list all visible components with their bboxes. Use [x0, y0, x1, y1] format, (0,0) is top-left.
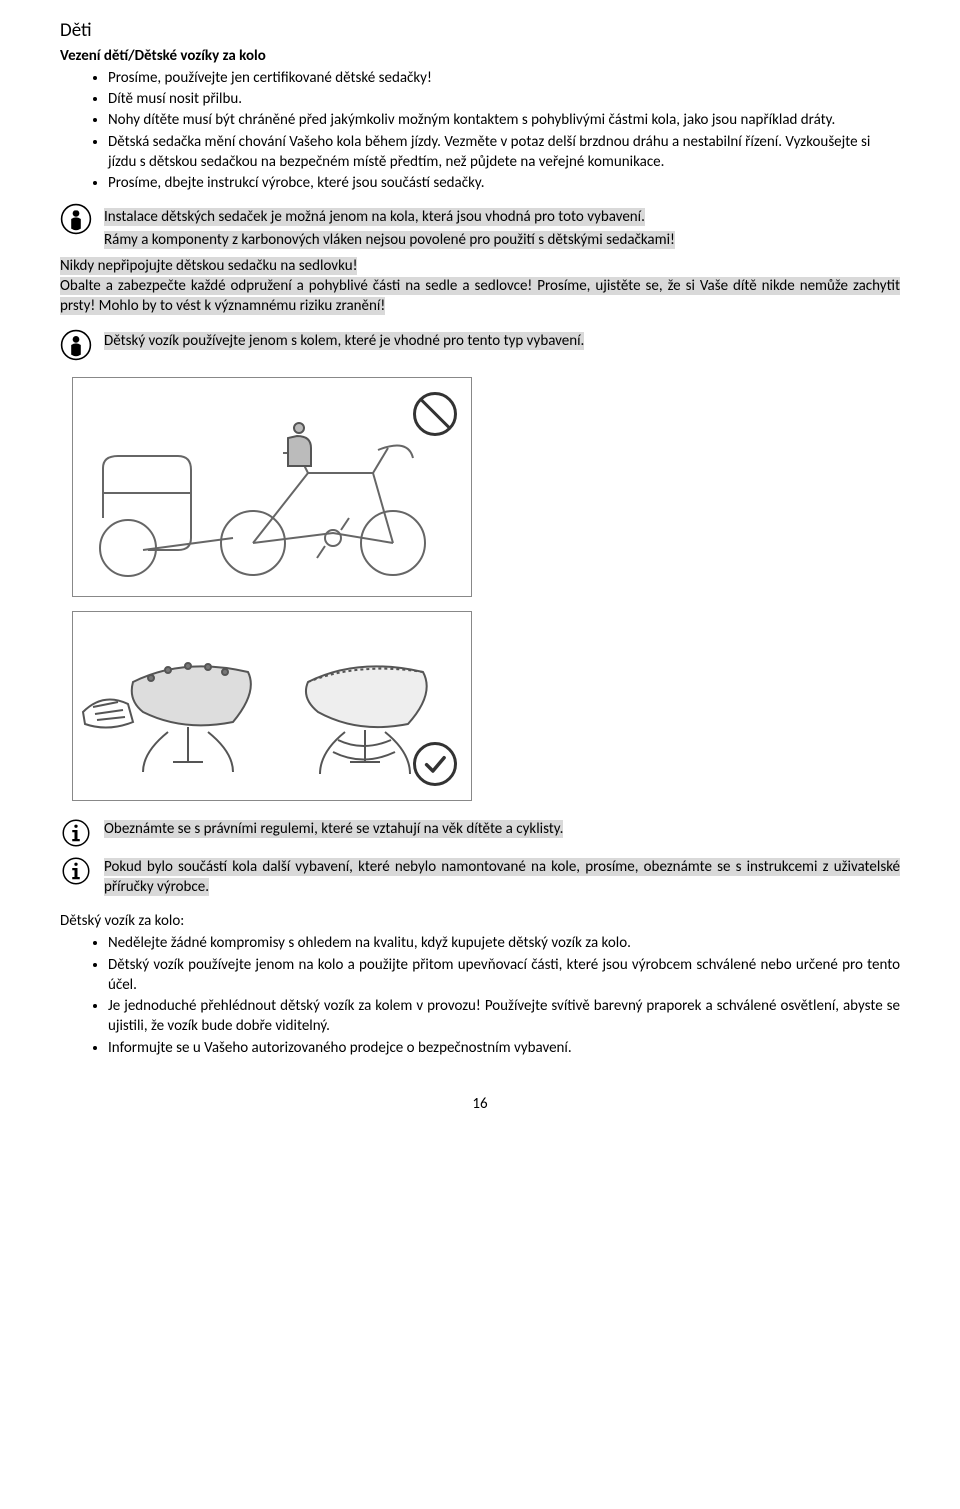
list-item: Prosíme, dbejte instrukcí výrobce, které…	[108, 173, 900, 193]
prohibited-icon	[413, 392, 457, 436]
warning-icon	[60, 329, 92, 361]
warning-tail: Nikdy nepřipojujte dětskou sedačku na se…	[60, 256, 900, 317]
warning-block-2: Dětský vozík používejte jenom s kolem, k…	[60, 329, 900, 361]
info-block-1: Obeznámte se s právními regulemi, které …	[60, 817, 900, 849]
bullet-list-top: Prosíme, používejte jen certifikované dě…	[60, 68, 900, 194]
list-item: Nedělejte žádné kompromisy s ohledem na …	[108, 933, 900, 953]
list-item: Je jednoduché přehlédnout dětský vozík z…	[108, 996, 900, 1037]
warning-line: Rámy a komponenty z karbonových vláken n…	[104, 231, 675, 249]
warning-line: Instalace dětských sedaček je možná jeno…	[104, 208, 645, 226]
page-title: Děti	[60, 18, 900, 44]
allowed-icon	[413, 742, 457, 786]
bullet-list-bottom: Nedělejte žádné kompromisy s ohledem na …	[60, 933, 900, 1058]
list-item: Dětský vozík používejte jenom na kolo a …	[108, 955, 900, 996]
figure-group	[72, 377, 900, 801]
warning-icon	[60, 203, 92, 235]
warning-text: Instalace dětských sedaček je možná jeno…	[104, 203, 900, 252]
info-block-2: Pokud bylo součástí kola další vybavení,…	[60, 855, 900, 898]
section-subtitle: Vezení dětí/Dětské vozíky za kolo	[60, 46, 900, 66]
list-item: Dětská sedačka mění chování Vašeho kola …	[108, 132, 900, 173]
info-icon	[60, 855, 92, 887]
list-item: Informujte se u Vašeho autorizovaného pr…	[108, 1038, 900, 1058]
list-item: Prosíme, používejte jen certifikované dě…	[108, 68, 900, 88]
warning-text: Dětský vozík používejte jenom s kolem, k…	[104, 329, 900, 351]
info-icon	[60, 817, 92, 849]
figure-bike-trailer-prohibited	[72, 377, 472, 597]
info-text: Obeznámte se s právními regulemi, které …	[104, 817, 900, 839]
subsection-title: Dětský vozík za kolo:	[60, 911, 900, 931]
list-item: Nohy dítěte musí být chráněné před jakým…	[108, 110, 900, 130]
warning-block-1: Instalace dětských sedaček je možná jeno…	[60, 203, 900, 252]
figure-saddle-cover	[72, 611, 472, 801]
list-item: Dítě musí nosit přilbu.	[108, 89, 900, 109]
page-number: 16	[60, 1094, 900, 1114]
info-text: Pokud bylo součástí kola další vybavení,…	[104, 855, 900, 898]
